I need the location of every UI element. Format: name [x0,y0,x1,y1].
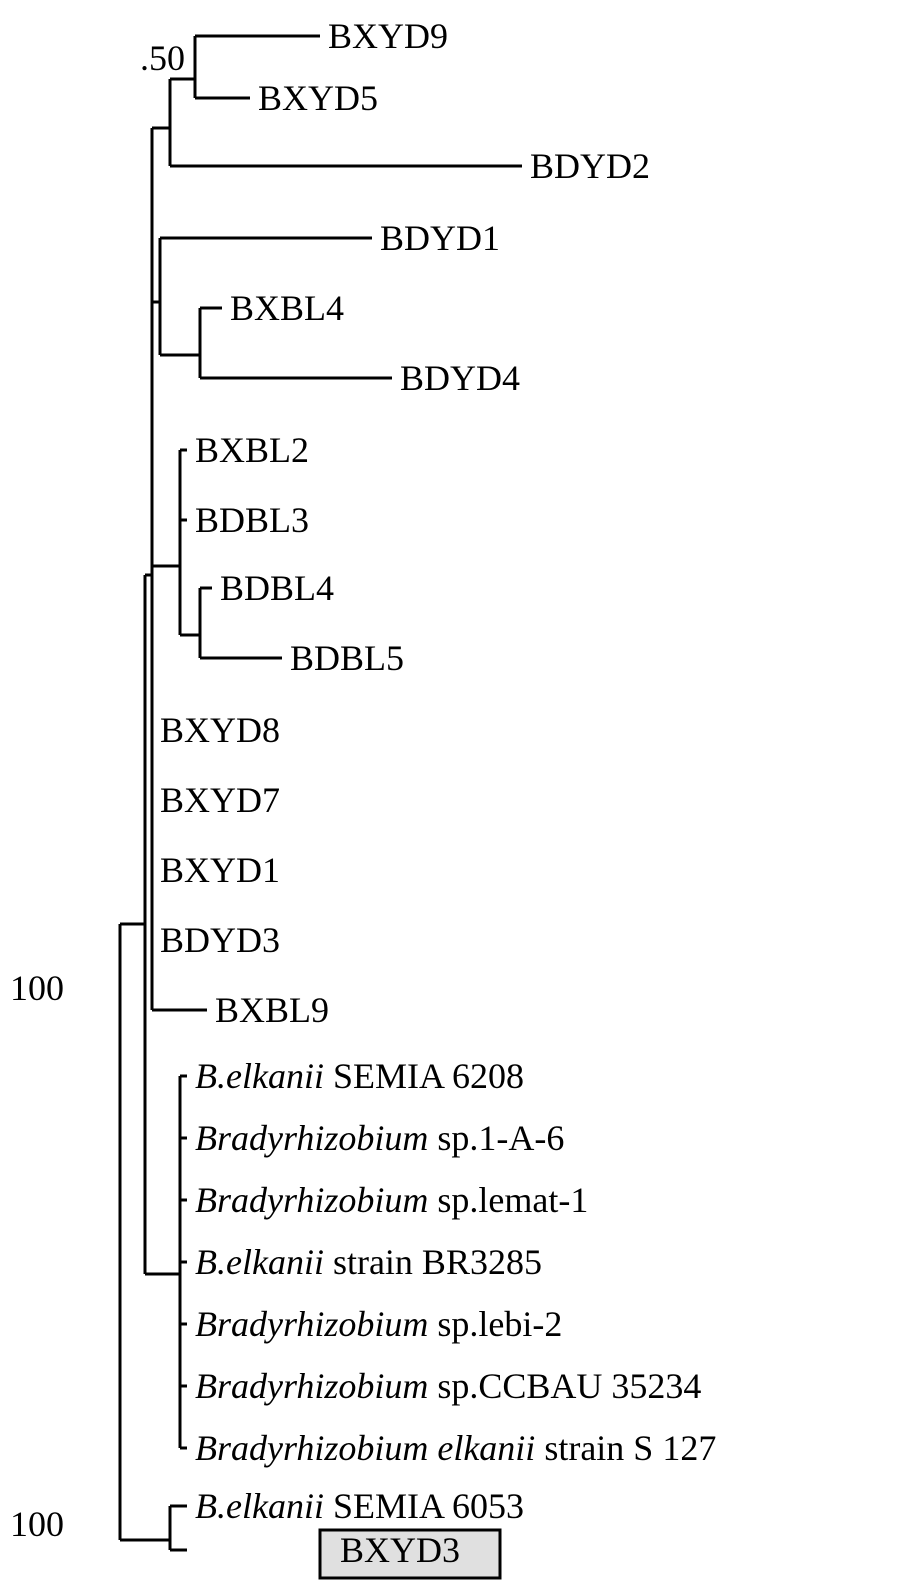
taxon-label-BDBL3: BDBL3 [195,500,309,540]
taxon-label-Brady_lebi2: Bradyrhizobium sp.lebi-2 [195,1304,562,1344]
taxon-label-Belkanii_SEMIA6053: B.elkanii SEMIA 6053 [195,1486,524,1526]
taxon-label-BXBL9: BXBL9 [215,990,329,1030]
phylogenetic-tree: BXYD9 BXYD5 BDYD2 BDYD1 BXBL4 BDYD4 BXBL2 BDBL3… [0,0,900,1581]
support-label-2: 100 [10,1504,64,1544]
support-label-1: 100 [10,968,64,1008]
taxon-label-BXYD3: BXYD3 [340,1530,460,1570]
taxon-label-Belkanii_SEMIA6208: B.elkanii SEMIA 6208 [195,1056,524,1096]
taxon-label-BDYD3: BDYD3 [160,920,280,960]
taxon-label-BXYD9: BXYD9 [328,16,448,56]
taxon-label-BDYD2: BDYD2 [530,146,650,186]
taxon-label-BDYD1: BDYD1 [380,218,500,258]
taxon-label-Belkanii_BR3285: B.elkanii strain BR3285 [195,1242,542,1282]
taxon-label-BXYD8: BXYD8 [160,710,280,750]
taxon-label-BXBL2: BXBL2 [195,430,309,470]
taxon-label-BDBL4: BDBL4 [220,568,334,608]
taxon-label-BXYD7: BXYD7 [160,780,280,820]
taxon-label-Brady_lemat1: Bradyrhizobium sp.lemat-1 [195,1180,588,1220]
taxon-label-BDBL5: BDBL5 [290,638,404,678]
support-label-0: .50 [140,38,185,78]
taxon-label-Brady_1A6: Bradyrhizobium sp.1-A-6 [195,1118,564,1158]
taxon-label-Brady_elkanii_S127: Bradyrhizobium elkanii strain S 127 [195,1428,716,1468]
taxon-label-BXYD1: BXYD1 [160,850,280,890]
taxon-label-BDYD4: BDYD4 [400,358,520,398]
taxon-label-BXBL4: BXBL4 [230,288,344,328]
taxon-label-BXYD5: BXYD5 [258,78,378,118]
taxon-label-Brady_CCBAU35234: Bradyrhizobium sp.CCBAU 35234 [195,1366,701,1406]
